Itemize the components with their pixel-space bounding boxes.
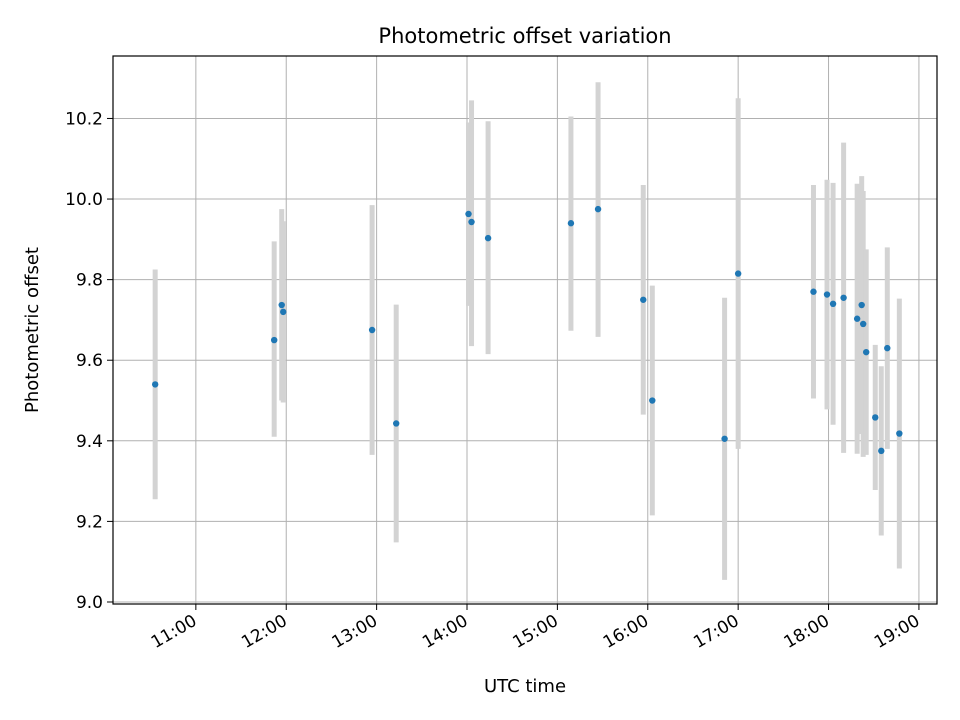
x-tick-label: 12:00 [238,611,290,653]
chart-title: Photometric offset variation [378,24,671,48]
x-tick-label: 13:00 [329,611,381,653]
y-axis-ticks: 9.0 9.2 9.4 9.6 9.8 10.0 10.2 [65,109,113,613]
error-bars [152,82,902,580]
x-tick-label: 15:00 [509,611,561,653]
data-point [829,300,837,308]
data-point [640,296,647,303]
x-tick-label: 19:00 [871,611,923,653]
data-point [270,336,278,344]
plot-frame [112,55,938,605]
x-tick-label: 17:00 [690,611,742,653]
data-point [567,220,575,227]
y-tick-label: 9.2 [76,512,103,532]
data-point [151,381,159,388]
x-tick-label: 16:00 [600,611,652,653]
grid [113,56,937,604]
data-point [734,270,742,277]
x-tick-label: 11:00 [148,611,200,653]
y-tick-label: 10.2 [65,109,103,129]
data-point [878,447,885,455]
data-point [884,344,891,352]
data-point [368,326,376,334]
data-point [810,288,817,295]
data-point [872,414,879,421]
y-axis-label: Photometric offset [22,247,43,413]
data-point [859,320,867,328]
data-point [468,218,475,226]
y-tick-label: 9.4 [76,432,103,452]
data-point [853,315,861,322]
y-tick-label: 9.6 [76,351,103,371]
x-tick-label: 14:00 [419,611,471,653]
data-point [280,308,287,316]
data-point [393,420,400,427]
y-tick-label: 9.8 [76,271,103,291]
y-tick-label: 9.0 [76,593,103,613]
data-points [151,205,903,455]
x-axis-label: UTC time [484,676,566,697]
data-point [840,294,847,301]
data-point [465,210,472,218]
x-axis-ticks: 11:00 12:00 13:00 14:00 15:00 16:00 17:00 18:00… [148,604,923,653]
data-point [862,348,870,356]
x-tick-label: 18:00 [781,611,833,653]
data-point [278,301,285,309]
data-point [896,430,903,437]
data-point [823,291,831,298]
data-point [721,435,728,442]
y-tick-label: 10.0 [65,190,103,210]
data-point [858,301,865,309]
data-point [594,205,602,213]
data-point [649,397,656,404]
data-point [484,234,492,242]
